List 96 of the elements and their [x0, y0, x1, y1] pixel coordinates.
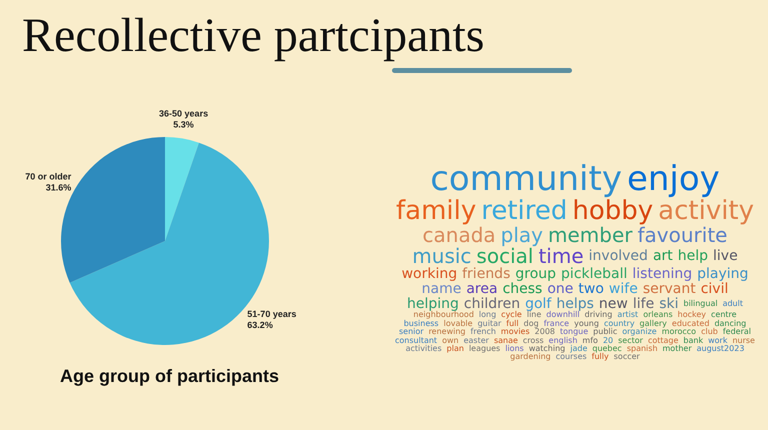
text: bank [683, 336, 704, 345]
text: quebec [592, 344, 622, 353]
text: 2008 [534, 327, 555, 336]
text: fully [592, 352, 609, 362]
text: driving [584, 310, 612, 320]
text: adult [722, 298, 743, 308]
text: area [466, 280, 498, 297]
text: federal [722, 327, 752, 336]
text: watching [528, 344, 566, 353]
text: country [604, 318, 635, 328]
text: french [470, 327, 496, 337]
text: cross [522, 336, 544, 345]
text: helps [556, 296, 594, 312]
text: easter [464, 336, 489, 345]
text: jade [570, 344, 588, 354]
chart-title: Recollective partcipants [22, 8, 484, 63]
text: movies [500, 327, 530, 337]
text: leagues [468, 344, 500, 354]
text: mfo [582, 336, 598, 345]
text: club [701, 327, 718, 336]
text: english [548, 336, 578, 345]
text: own [442, 336, 459, 345]
text: help [678, 248, 708, 264]
data-label: 5.3% [173, 120, 194, 130]
slice-label: 51-70 years [247, 308, 296, 319]
text: new [598, 296, 628, 312]
text: plan [446, 344, 464, 354]
text: dog [524, 318, 539, 328]
text: france [544, 318, 570, 328]
text: tongue [560, 327, 588, 336]
text: art [652, 248, 673, 264]
text: educated [672, 318, 710, 328]
text: involved [588, 248, 648, 264]
text: organize [622, 327, 657, 337]
text: activities [406, 344, 442, 354]
text: neighbourhood [413, 310, 474, 320]
text: servant [642, 280, 696, 297]
text: sanae [494, 336, 518, 345]
text: full [506, 318, 519, 328]
text: young [574, 318, 599, 328]
text: gardening [510, 352, 551, 362]
text: soccer [614, 352, 640, 362]
data-label: 63.2% [247, 320, 273, 330]
text: two [578, 280, 604, 297]
text: lovable [444, 318, 473, 328]
text: Age group of participants [60, 366, 280, 387]
text: senior [398, 327, 424, 337]
text: lions [505, 344, 524, 353]
text: hockey [678, 310, 706, 320]
text: helping [406, 296, 459, 312]
text: group [515, 266, 556, 282]
text: bilingual [683, 298, 718, 308]
text: courses [556, 352, 587, 362]
text: public [593, 327, 618, 336]
text: business [404, 318, 439, 328]
text: long [478, 310, 496, 320]
text: august2023 [696, 344, 744, 354]
text: pickleball [561, 266, 628, 282]
text: civil [700, 280, 728, 297]
text: centre [711, 310, 737, 320]
text: spanish [626, 344, 658, 354]
text: one [547, 280, 574, 297]
text: work [708, 336, 728, 345]
text: ski [659, 296, 678, 312]
text: enjoy [626, 159, 720, 200]
text: dancing [714, 318, 746, 328]
text: downhill [546, 310, 580, 320]
text: guitar [478, 318, 502, 328]
text: wife [608, 280, 638, 297]
text: listening [632, 266, 692, 282]
text: renewing [428, 327, 466, 337]
text: sector [618, 336, 643, 345]
text: live [713, 248, 738, 264]
text: line [526, 310, 542, 320]
text: children [464, 296, 520, 312]
text: artist [617, 310, 638, 320]
text: nurse [732, 336, 755, 345]
text: cottage [648, 336, 678, 345]
text: working [402, 266, 458, 282]
text: favourite [638, 223, 728, 248]
slice-label: 70 or older [25, 172, 72, 182]
text: life [632, 296, 654, 312]
text: orleans [643, 310, 673, 320]
slice-label: 36-50 years [159, 108, 208, 119]
text: golf [525, 296, 552, 312]
text: 20 [602, 336, 614, 345]
text: playing [697, 266, 748, 282]
text: friends [462, 266, 510, 282]
text: morocco [662, 327, 696, 336]
text: mother [662, 344, 692, 354]
text: cycle [501, 310, 522, 320]
text: chess [502, 280, 542, 297]
text: name [422, 280, 462, 297]
data-label: 31.6% [46, 182, 72, 193]
text: consultant [395, 336, 438, 345]
text: gallery [640, 318, 667, 328]
